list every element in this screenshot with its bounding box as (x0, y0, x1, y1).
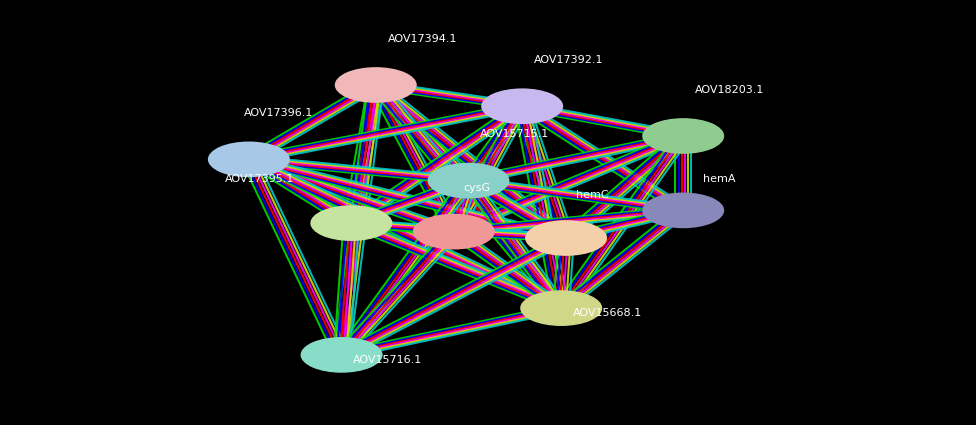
Circle shape (481, 88, 563, 124)
Text: AOV17395.1: AOV17395.1 (224, 174, 294, 184)
Text: AOV17394.1: AOV17394.1 (387, 34, 457, 44)
Circle shape (525, 220, 607, 256)
Circle shape (642, 118, 724, 154)
Text: AOV17396.1: AOV17396.1 (244, 108, 313, 118)
Circle shape (301, 337, 383, 373)
Circle shape (310, 205, 392, 241)
Circle shape (520, 290, 602, 326)
Circle shape (208, 142, 290, 177)
Circle shape (642, 193, 724, 228)
Text: hemC: hemC (576, 190, 608, 200)
Text: AOV17392.1: AOV17392.1 (534, 55, 603, 65)
Text: AOV15715.1: AOV15715.1 (480, 129, 549, 139)
Circle shape (413, 214, 495, 249)
Text: hemA: hemA (703, 174, 735, 184)
Text: AOV15668.1: AOV15668.1 (573, 308, 642, 318)
Text: cysG: cysG (464, 182, 491, 193)
Text: AOV18203.1: AOV18203.1 (695, 85, 764, 95)
Circle shape (427, 163, 509, 198)
Circle shape (335, 67, 417, 103)
Text: AOV15716.1: AOV15716.1 (353, 354, 423, 365)
